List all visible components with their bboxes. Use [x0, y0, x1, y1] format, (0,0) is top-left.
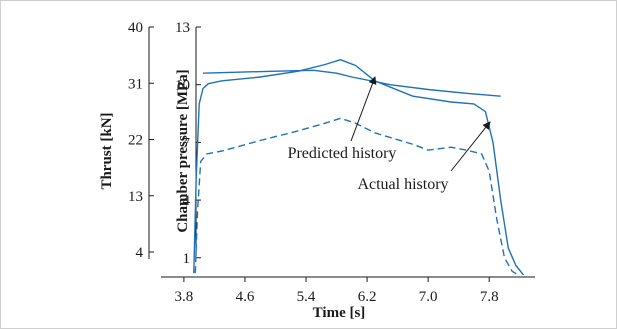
y-tick-label-thrust: 22: [128, 133, 143, 149]
series-line-3: [194, 117, 521, 277]
x-tick-label: 5.4: [297, 289, 316, 305]
y-tick-label-pressure: 4: [183, 193, 191, 209]
series-line-2: [193, 59, 525, 276]
x-tick-label: 7.0: [419, 289, 438, 305]
x-tick-label: 4.6: [236, 289, 255, 305]
annotation-actual-history: Actual history: [357, 176, 448, 193]
annotation-predicted-history: Predicted history: [288, 145, 397, 162]
y-tick-label-thrust: 4: [136, 245, 144, 261]
series-line-1: [202, 69, 501, 97]
x-axis-title: Time [s]: [313, 305, 366, 321]
y-tick-label-thrust: 13: [128, 189, 143, 205]
y-tick-label-pressure: 1: [183, 251, 191, 267]
y-axis-title-pressure: Chamber pressure [MPa]: [175, 69, 191, 232]
x-tick-label: 6.2: [358, 289, 377, 305]
x-tick-label: 3.8: [175, 289, 194, 305]
y-tick-label-thrust: 40: [128, 20, 143, 36]
y-tick-label-pressure: 10: [175, 78, 190, 94]
y-tick-label-pressure: 7: [183, 135, 191, 151]
annotation-group: Predicted history Actual history: [288, 76, 491, 193]
y-tick-label-pressure: 13: [175, 20, 190, 36]
series-group: [193, 59, 525, 277]
y-axis-title-thrust: Thrust [kN]: [99, 112, 115, 189]
x-tick-label: 7.8: [480, 289, 499, 305]
axes-group: 3.8 4.6 5.4 6.2 7.0 7.8 4 13 22 31 40 1 4 7 10 13: [128, 20, 535, 305]
annotation-arrow-predicted: [350, 76, 377, 142]
y-tick-label-thrust: 31: [128, 76, 143, 92]
annotation-arrow-actual: [450, 121, 491, 172]
